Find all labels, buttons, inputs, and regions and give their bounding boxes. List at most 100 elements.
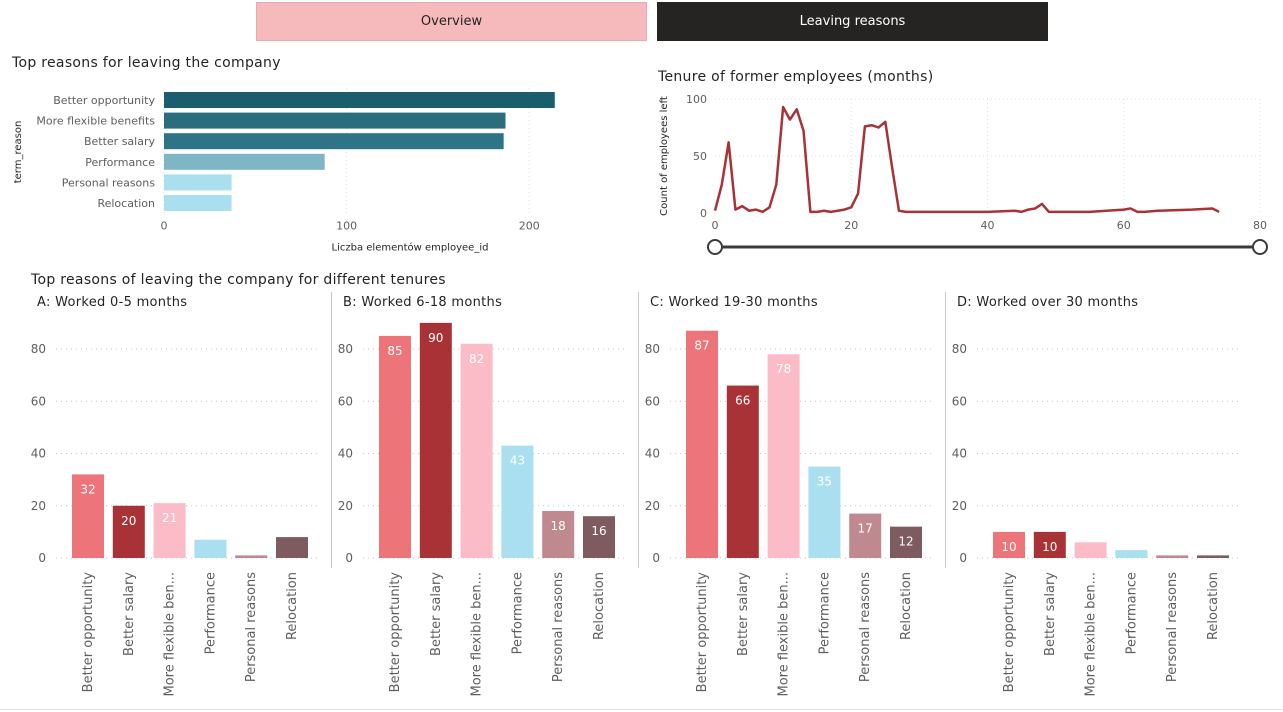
category-label: Personal reasons	[244, 572, 259, 682]
y-axis-label: term_reason	[13, 121, 24, 184]
y-tick-label: 60	[338, 394, 353, 408]
panel-b-chart[interactable]: 0 20 40 60 80 85 Better opportunity 90 Better sa…	[327, 320, 633, 705]
y-tick-label: 40	[338, 447, 353, 461]
x-axis-label: Liczba elementów employee_id	[332, 242, 489, 254]
category-label: Relocation	[592, 572, 607, 640]
bar	[542, 510, 575, 558]
y-tick-label: 80	[952, 342, 967, 356]
category-label: Better opportunity	[53, 94, 155, 107]
category-label: Performance	[1124, 572, 1139, 654]
category-label: More flexible ben...	[1084, 572, 1099, 697]
y-tick-label: 40	[952, 447, 967, 461]
data-label: 87	[694, 339, 709, 353]
y-tick-label: 60	[645, 394, 660, 408]
y-tick-label: 80	[338, 342, 353, 356]
top-reasons-title: Top reasons for leaving the company	[12, 55, 281, 71]
y-tick-label: 80	[645, 342, 660, 356]
top-reasons-chart[interactable]: 0 100 200 Better opportunity More flexible b…	[0, 80, 620, 260]
x-tick-label: 0	[161, 220, 168, 233]
data-label: 35	[817, 475, 832, 489]
y-tick-label: 20	[338, 499, 353, 513]
category-label: Better opportunity	[1002, 572, 1017, 693]
panel-divider	[638, 292, 639, 568]
tenure-reasons-title: Top reasons of leaving the company for d…	[31, 272, 446, 288]
y-tick-label: 100	[686, 93, 707, 106]
bar	[235, 555, 268, 558]
category-label: Relocation	[1206, 572, 1221, 640]
category-label: Performance	[817, 572, 832, 654]
category-label: More flexible benefits	[36, 115, 155, 128]
x-tick-label: 100	[336, 220, 357, 233]
category-label: Relocation	[285, 572, 300, 640]
data-label: 16	[591, 524, 606, 538]
bar	[72, 474, 104, 558]
category-label: Better salary	[1043, 572, 1058, 656]
bar	[686, 330, 718, 558]
bar	[164, 112, 506, 129]
bar	[164, 195, 232, 211]
bar	[1156, 555, 1189, 558]
category-label: Personal reasons	[62, 176, 155, 189]
data-label: 90	[428, 331, 443, 345]
slider-handle-max[interactable]	[1252, 239, 1268, 255]
bar	[1074, 542, 1107, 558]
category-label: Personal reasons	[858, 572, 873, 682]
y-tick-label: 20	[31, 499, 46, 513]
y-tick-label: 0	[700, 207, 707, 220]
y-tick-label: 60	[952, 394, 967, 408]
tenure-chart-title: Tenure of former employees (months)	[658, 69, 934, 85]
bar	[583, 516, 615, 558]
category-label: Better salary	[429, 572, 444, 656]
panel-d-subtitle: D: Worked over 30 months	[957, 295, 1139, 310]
y-tick-label: 0	[345, 551, 353, 565]
panel-divider	[331, 292, 332, 568]
panel-b-subtitle: B: Worked 6-18 months	[343, 295, 503, 310]
category-label: More flexible ben...	[163, 572, 178, 697]
y-tick-label: 0	[38, 551, 46, 565]
bar	[164, 92, 555, 108]
y-tick-label: 0	[959, 551, 967, 565]
bar	[726, 385, 759, 558]
panel-a-chart[interactable]: 0 20 40 60 80 32 Better opportunity 20 Better sa…	[20, 320, 326, 705]
slider-handle-min[interactable]	[707, 239, 723, 255]
bar	[112, 505, 145, 558]
bar	[808, 466, 841, 558]
y-tick-label: 40	[645, 447, 660, 461]
bar	[164, 174, 232, 191]
bar	[890, 526, 922, 558]
x-tick-label: 40	[981, 219, 995, 232]
bar	[276, 537, 308, 558]
category-label: Personal reasons	[551, 572, 566, 682]
panel-d-chart[interactable]: 0 20 40 60 80 10 Better opportunity 10 Better sa…	[941, 320, 1247, 705]
bar	[767, 354, 800, 558]
bar	[1115, 550, 1148, 558]
bar	[1197, 555, 1229, 558]
category-label: More flexible ben...	[777, 572, 792, 697]
category-label: Better salary	[84, 135, 156, 148]
tab-overview[interactable]: Overview	[256, 2, 647, 41]
data-label: 43	[510, 454, 525, 468]
y-tick-label: 80	[31, 342, 46, 356]
bar	[164, 133, 504, 150]
bar	[194, 539, 227, 558]
category-label: Relocation	[97, 197, 155, 210]
x-tick-label: 60	[1117, 219, 1131, 232]
y-tick-label: 20	[952, 499, 967, 513]
data-label: 85	[387, 344, 402, 358]
category-label: Better opportunity	[695, 572, 710, 693]
y-tick-label: 20	[645, 499, 660, 513]
category-label: Better salary	[736, 572, 751, 656]
bar	[501, 445, 534, 558]
tab-leaving-reasons[interactable]: Leaving reasons	[657, 2, 1048, 41]
bar	[379, 335, 411, 558]
bar	[164, 153, 325, 170]
bar	[1033, 531, 1066, 558]
tenure-line-chart[interactable]: 0 50 100 0 20 40 60 80 Count of employees left	[640, 88, 1283, 260]
y-tick-label: 60	[31, 394, 46, 408]
panel-c-chart[interactable]: 0 20 40 60 80 87 Better opportunity 66 Better sa…	[634, 320, 940, 705]
category-label: Better opportunity	[388, 572, 403, 693]
bar	[153, 503, 186, 558]
bar	[993, 531, 1025, 558]
data-label: 82	[469, 352, 484, 366]
category-label: Personal reasons	[1165, 572, 1180, 682]
